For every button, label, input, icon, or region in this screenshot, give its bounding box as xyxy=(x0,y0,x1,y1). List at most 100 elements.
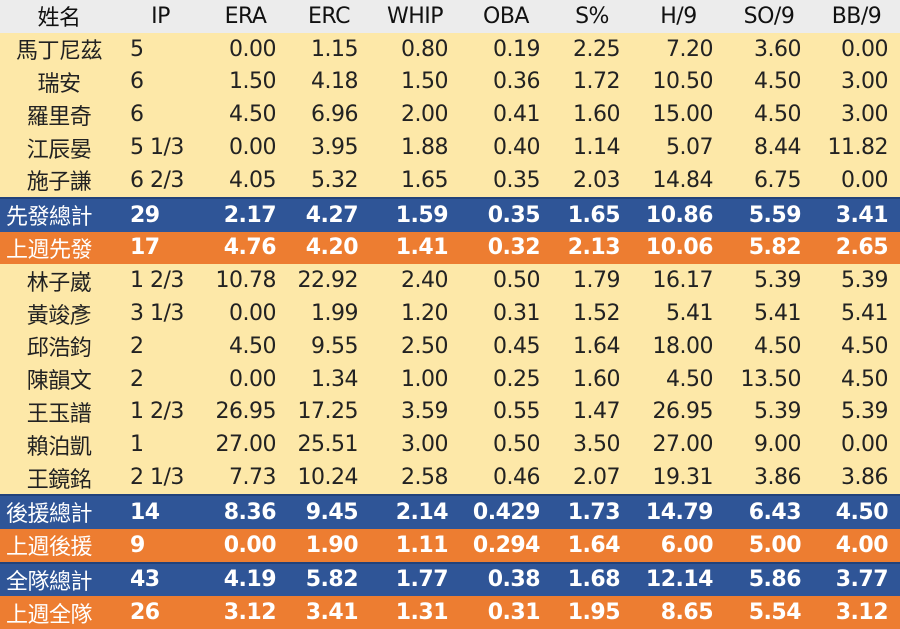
cell-so9: 9.00 xyxy=(754,432,801,458)
header-so9: SO/9 xyxy=(725,0,813,33)
cell-bb9: 5.39 xyxy=(841,399,888,425)
cell-oba: 0.25 xyxy=(493,366,540,392)
cell-name: 黃竣彥 xyxy=(26,303,92,329)
cell-era: 4.76 xyxy=(223,235,277,261)
cell-name: 瑞安 xyxy=(37,71,81,97)
cell-erc: 1.99 xyxy=(311,301,358,327)
cell-era: 7.73 xyxy=(229,465,276,491)
cell-erc: 5.32 xyxy=(311,167,358,193)
cell-erc: 1.34 xyxy=(311,366,358,392)
total-row: 全隊總計 43 4.19 5.82 1.77 0.38 1.68 12.14 5.86 3.77 xyxy=(0,562,900,597)
cell-so9: 5.54 xyxy=(748,600,802,626)
cell-h9: 10.86 xyxy=(645,202,714,228)
cell-s-pct: 1.52 xyxy=(573,301,620,327)
player-row: 王玉譜 1 2/3 26.95 17.25 3.59 0.55 1.47 26.95 5.39 5… xyxy=(0,395,900,429)
cell-so9: 13.50 xyxy=(740,366,802,392)
cell-so9: 3.60 xyxy=(754,36,801,62)
cell-bb9: 3.41 xyxy=(835,202,889,228)
cell-name: 馬丁尼茲 xyxy=(15,39,103,65)
cell-era: 4.05 xyxy=(229,167,276,193)
player-row: 瑞安 6 1.50 4.18 1.50 0.36 1.72 10.50 4.50 3.00 xyxy=(0,65,900,99)
player-row: 王鏡銘 2 1/3 7.73 10.24 2.58 0.46 2.07 19.31 3.86 3.… xyxy=(0,461,900,495)
cell-s-pct: 1.65 xyxy=(567,202,621,228)
header-era: ERA xyxy=(203,0,288,33)
cell-so9: 5.00 xyxy=(748,532,802,558)
cell-oba: 0.50 xyxy=(493,268,540,294)
cell-name: 羅里奇 xyxy=(26,104,92,130)
cell-name: 王玉譜 xyxy=(26,401,92,427)
cell-name: 陳韻文 xyxy=(26,369,92,395)
cell-era: 0.00 xyxy=(223,532,277,558)
cell-whip: 1.65 xyxy=(401,167,448,193)
cell-era: 10.78 xyxy=(215,268,277,294)
cell-erc: 3.95 xyxy=(311,135,358,161)
cell-s-pct: 1.64 xyxy=(573,333,620,359)
cell-h9: 7.20 xyxy=(666,36,713,62)
cell-s-pct: 1.60 xyxy=(573,366,620,392)
cell-so9: 4.50 xyxy=(754,102,801,128)
last-week-row: 上週先發 17 4.76 4.20 1.41 0.32 2.13 10.06 5.82 2.65 xyxy=(0,231,900,265)
cell-ip: 43 xyxy=(130,567,160,593)
cell-oba: 0.45 xyxy=(493,333,540,359)
cell-ip: 2 xyxy=(130,333,144,359)
cell-bb9: 11.82 xyxy=(827,135,889,161)
header-oba: OBA xyxy=(460,0,552,33)
cell-name: 江辰晏 xyxy=(26,137,92,163)
cell-h9: 14.79 xyxy=(645,499,714,525)
cell-so9: 6.75 xyxy=(754,167,801,193)
cell-bb9: 2.65 xyxy=(835,235,889,261)
cell-era: 0.00 xyxy=(229,135,276,161)
cell-ip: 9 xyxy=(130,532,145,558)
cell-s-pct: 1.60 xyxy=(573,102,620,128)
header-h9: H/9 xyxy=(632,0,725,33)
cell-erc: 17.25 xyxy=(297,399,359,425)
cell-erc: 10.24 xyxy=(297,465,359,491)
cell-so9: 8.44 xyxy=(754,135,801,161)
cell-name: 賴泊凱 xyxy=(26,434,92,460)
cell-era: 4.50 xyxy=(229,333,276,359)
cell-bb9: 3.00 xyxy=(841,69,888,95)
cell-erc: 9.55 xyxy=(311,333,358,359)
player-row: 羅里奇 6 4.50 6.96 2.00 0.41 1.60 15.00 4.50 3.00 xyxy=(0,98,900,132)
cell-name: 王鏡銘 xyxy=(26,467,92,493)
cell-s-pct: 2.13 xyxy=(567,235,621,261)
header-whip: WHIP xyxy=(370,0,460,33)
cell-ip: 6 xyxy=(130,102,144,128)
cell-ip: 1 2/3 xyxy=(130,399,184,425)
cell-whip: 2.14 xyxy=(395,499,449,525)
player-row: 邱浩鈞 2 4.50 9.55 2.50 0.45 1.64 18.00 4.50 4.50 xyxy=(0,329,900,363)
cell-era: 8.36 xyxy=(223,499,277,525)
total-row: 先發總計 29 2.17 4.27 1.59 0.35 1.65 10.86 5.59 3.41 xyxy=(0,197,900,232)
cell-whip: 1.77 xyxy=(395,567,449,593)
last-week-row: 上週後援 9 0.00 1.90 1.11 0.294 1.64 6.00 5.00 4.00 xyxy=(0,528,900,563)
cell-h9: 5.41 xyxy=(666,301,713,327)
cell-s-pct: 1.14 xyxy=(573,135,620,161)
cell-oba: 0.38 xyxy=(487,567,541,593)
cell-oba: 0.55 xyxy=(493,399,540,425)
cell-erc: 9.45 xyxy=(305,499,359,525)
cell-oba: 0.36 xyxy=(493,69,540,95)
header-bb9: BB/9 xyxy=(813,0,900,33)
cell-s-pct: 1.64 xyxy=(567,532,621,558)
cell-h9: 15.00 xyxy=(652,102,714,128)
cell-era: 0.00 xyxy=(229,301,276,327)
cell-oba: 0.429 xyxy=(472,499,541,525)
cell-s-pct: 2.25 xyxy=(573,36,620,62)
cell-so9: 4.50 xyxy=(754,333,801,359)
cell-ip: 2 xyxy=(130,366,144,392)
cell-h9: 27.00 xyxy=(652,432,714,458)
cell-so9: 6.43 xyxy=(748,499,802,525)
cell-s-pct: 1.72 xyxy=(573,69,620,95)
cell-ip: 1 2/3 xyxy=(130,268,184,294)
cell-h9: 4.50 xyxy=(666,366,713,392)
header-s-pct: S% xyxy=(552,0,632,33)
cell-ip: 6 xyxy=(130,69,144,95)
cell-h9: 10.50 xyxy=(652,69,714,95)
cell-name: 上週全隊 xyxy=(6,602,93,628)
cell-whip: 1.59 xyxy=(395,202,449,228)
cell-h9: 6.00 xyxy=(660,532,714,558)
cell-era: 27.00 xyxy=(215,432,277,458)
cell-so9: 4.50 xyxy=(754,69,801,95)
cell-s-pct: 3.50 xyxy=(573,432,620,458)
